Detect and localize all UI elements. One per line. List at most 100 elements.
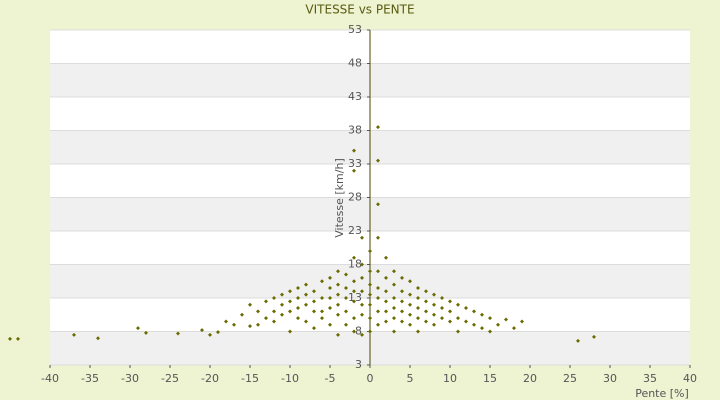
point	[592, 334, 596, 339]
point	[496, 322, 500, 327]
point	[448, 319, 452, 324]
point	[288, 329, 292, 334]
point	[352, 168, 356, 173]
point	[376, 235, 380, 240]
point	[304, 319, 308, 324]
point	[256, 322, 260, 327]
point	[472, 322, 476, 327]
x-tick-label: -25	[161, 372, 179, 385]
point	[432, 322, 436, 327]
point	[376, 285, 380, 290]
x-tick-label: 30	[603, 372, 617, 385]
point	[200, 328, 204, 333]
point	[296, 316, 300, 321]
y-axis-label: Vitesse [km/h]	[333, 158, 346, 238]
point	[488, 316, 492, 321]
point	[248, 324, 252, 329]
point	[416, 285, 420, 290]
point	[392, 306, 396, 311]
point	[360, 262, 364, 267]
point	[336, 269, 340, 274]
point	[400, 319, 404, 324]
point	[376, 309, 380, 314]
point	[288, 289, 292, 294]
y-tick-label: 8	[355, 325, 362, 338]
point	[312, 326, 316, 331]
point	[384, 255, 388, 260]
y-tick-label: 33	[348, 157, 362, 170]
point	[272, 319, 276, 324]
point	[352, 255, 356, 260]
point	[368, 302, 372, 307]
point	[376, 158, 380, 163]
point	[256, 309, 260, 314]
point	[288, 299, 292, 304]
point	[344, 285, 348, 290]
point	[304, 282, 308, 287]
point	[480, 312, 484, 317]
point	[440, 306, 444, 311]
point	[392, 316, 396, 321]
point	[360, 275, 364, 280]
point	[280, 312, 284, 317]
point	[400, 275, 404, 280]
point	[392, 296, 396, 300]
point	[312, 289, 316, 294]
point	[336, 332, 340, 337]
x-tick-label: 0	[367, 372, 374, 385]
point	[328, 306, 332, 311]
y-tick-label: 43	[348, 90, 362, 103]
point	[376, 296, 380, 300]
point	[416, 296, 420, 300]
point	[512, 326, 516, 331]
point	[448, 299, 452, 304]
x-tick-label: -15	[241, 372, 259, 385]
point	[296, 296, 300, 300]
point	[312, 309, 316, 314]
point	[328, 296, 332, 300]
point	[360, 332, 364, 337]
point	[336, 292, 340, 297]
point	[576, 338, 580, 343]
y-tick-label: 3	[355, 358, 362, 371]
point	[384, 309, 388, 314]
point	[384, 275, 388, 280]
chart-title: VITESSE vs PENTE	[305, 3, 414, 17]
point	[432, 292, 436, 297]
point	[480, 326, 484, 331]
point	[328, 285, 332, 290]
point	[408, 302, 412, 307]
point	[352, 329, 356, 334]
point	[344, 309, 348, 314]
point	[368, 269, 372, 274]
point	[400, 299, 404, 304]
y-tick-label: 18	[348, 258, 362, 271]
point	[360, 235, 364, 240]
point	[312, 299, 316, 304]
point	[328, 322, 332, 327]
x-tick-label: 20	[523, 372, 537, 385]
point	[280, 292, 284, 297]
point	[440, 296, 444, 300]
x-tick-label: 10	[443, 372, 457, 385]
point	[464, 306, 468, 311]
point	[320, 316, 324, 321]
point	[360, 302, 364, 307]
point	[8, 336, 12, 341]
point	[456, 316, 460, 321]
point	[368, 329, 372, 334]
point	[296, 285, 300, 290]
point	[408, 292, 412, 297]
point	[352, 299, 356, 304]
point	[336, 302, 340, 307]
point	[344, 296, 348, 300]
point	[392, 282, 396, 287]
point	[376, 125, 380, 130]
point	[360, 312, 364, 317]
point	[352, 279, 356, 284]
point	[16, 336, 20, 341]
point	[336, 312, 340, 317]
point	[368, 316, 372, 321]
y-tick-label: 13	[348, 291, 362, 304]
point	[424, 299, 428, 304]
